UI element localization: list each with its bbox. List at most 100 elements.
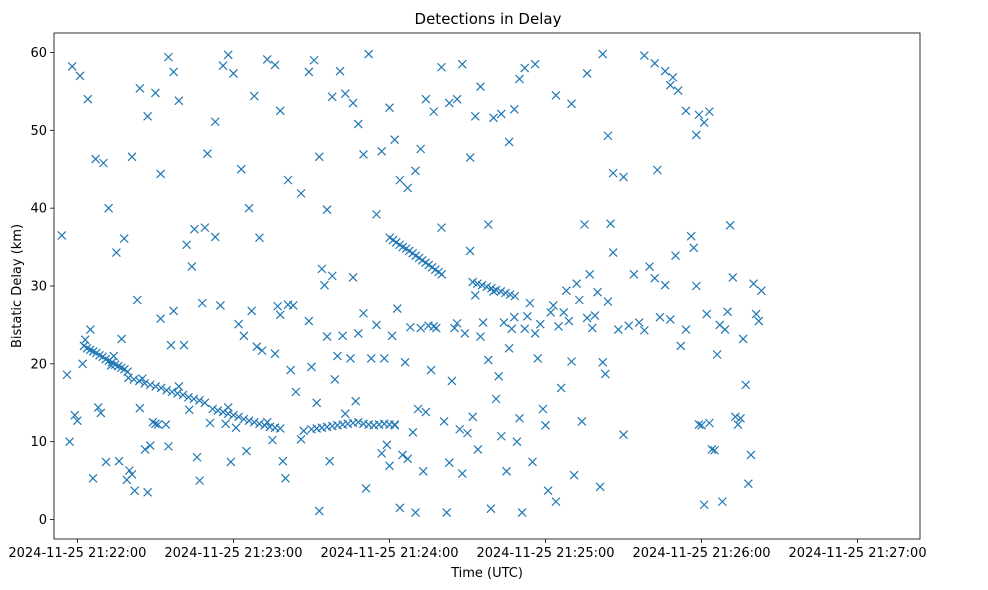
data-point [413, 404, 423, 414]
data-point [473, 445, 483, 454]
data-point [216, 301, 225, 310]
data-point [314, 152, 324, 162]
data-point [520, 324, 530, 334]
data-point [333, 351, 342, 361]
data-point [72, 416, 82, 426]
data-point [348, 98, 358, 108]
data-point [639, 325, 649, 335]
data-point [234, 319, 244, 329]
data-point [530, 59, 540, 69]
data-point [249, 91, 259, 101]
data-point [405, 322, 415, 332]
data-point [309, 55, 319, 65]
data-point [377, 448, 387, 458]
data-point [398, 450, 407, 460]
data-point [242, 446, 251, 456]
data-point [520, 63, 530, 73]
data-point [189, 394, 199, 404]
y-tick-label: 0 [39, 513, 47, 528]
data-point [694, 420, 704, 429]
data-point [572, 279, 582, 289]
data-point [634, 318, 644, 328]
data-point [366, 353, 376, 363]
data-point [231, 423, 241, 433]
data-point [517, 508, 527, 517]
data-point [283, 175, 293, 185]
data-point [502, 466, 511, 476]
data-point [359, 308, 368, 318]
data-point [512, 437, 522, 447]
data-point [421, 407, 431, 417]
x-axis-label: Time (UTC) [450, 566, 523, 581]
data-point [143, 487, 153, 497]
data-point [598, 357, 608, 367]
data-point [522, 311, 532, 321]
data-point [307, 362, 316, 372]
data-point [262, 417, 272, 427]
data-point [195, 476, 205, 486]
data-point [203, 149, 212, 159]
data-point [470, 290, 480, 300]
data-point [182, 240, 192, 250]
data-point [132, 295, 142, 305]
data-point [123, 373, 133, 383]
data-point [702, 309, 712, 319]
data-point [478, 318, 488, 328]
data-point [408, 427, 418, 437]
data-point [91, 154, 101, 164]
data-point [629, 269, 639, 279]
data-point [543, 486, 553, 496]
data-point [174, 381, 184, 391]
data-point [129, 374, 139, 384]
data-point [153, 420, 163, 429]
data-point [111, 248, 121, 257]
y-axis-label: Bistatic Delay (km) [10, 224, 25, 348]
data-point [387, 331, 397, 341]
data-point [421, 94, 431, 104]
data-point [603, 297, 613, 306]
data-point [468, 412, 478, 422]
data-point [124, 466, 134, 475]
data-point [504, 343, 514, 353]
data-point [140, 445, 150, 454]
data-point [743, 479, 753, 489]
data-point [418, 466, 428, 476]
data-point [62, 370, 72, 380]
data-point [697, 420, 706, 430]
data-point [192, 452, 202, 462]
data-point [291, 387, 301, 397]
data-point [603, 131, 613, 141]
data-point [317, 264, 327, 274]
data-point [655, 312, 665, 322]
data-point [312, 398, 322, 408]
data-point [751, 309, 761, 319]
data-point [426, 365, 436, 375]
data-point [619, 430, 628, 440]
data-point [229, 69, 238, 78]
data-point [496, 287, 506, 296]
data-point [385, 103, 394, 113]
data-point [236, 164, 246, 174]
data-point [278, 456, 288, 466]
data-point [197, 298, 207, 308]
data-point [286, 365, 296, 375]
data-point [327, 271, 337, 281]
data-point [650, 273, 660, 283]
data-point [442, 508, 452, 517]
data-point [476, 332, 485, 342]
data-point [554, 322, 563, 331]
data-point [541, 420, 550, 430]
data-point [275, 106, 285, 116]
data-point [689, 243, 699, 253]
data-point [444, 458, 454, 468]
data-point [494, 371, 504, 381]
data-point [650, 58, 660, 68]
data-point [268, 435, 277, 445]
data-point [244, 203, 254, 213]
data-point [372, 320, 381, 330]
data-point [450, 323, 459, 333]
data-point [67, 62, 77, 71]
data-point [416, 144, 426, 154]
data-point [151, 381, 161, 391]
data-point [639, 51, 649, 60]
